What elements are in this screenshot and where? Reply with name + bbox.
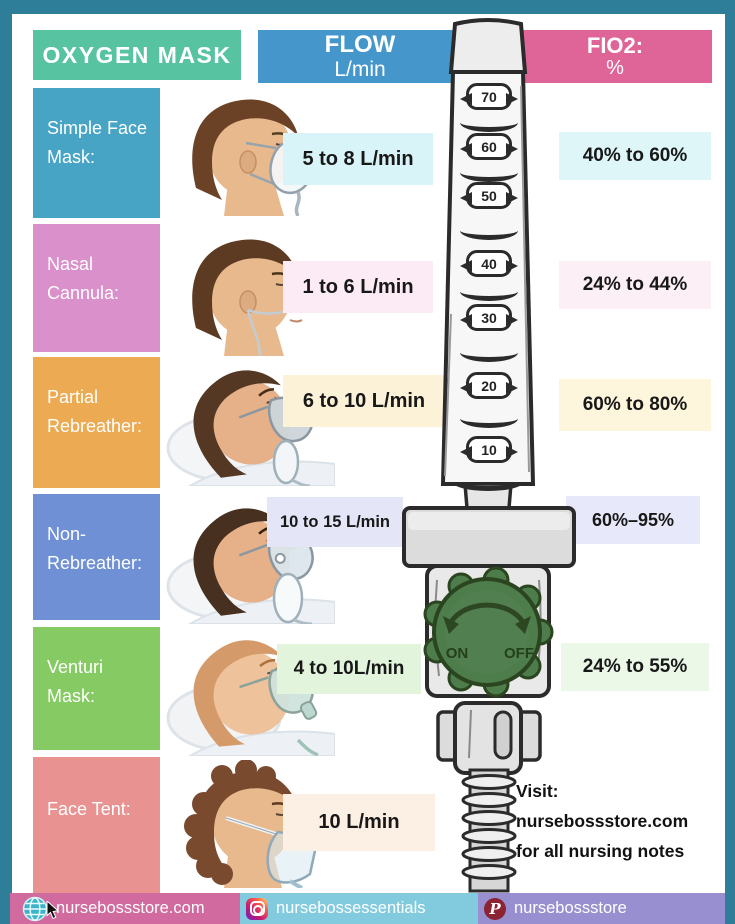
footer-instagram-label: nursebossessentials: [276, 899, 426, 917]
header-fio2-line1: FIO2:: [586, 32, 644, 58]
fio2-value-simple-face-mask: 40% to 60%: [559, 132, 711, 180]
scale-tick: [460, 343, 518, 362]
flow-value-non-rebreather: 10 to 15 L/min: [267, 497, 403, 547]
scale-tick: [460, 113, 518, 132]
flowmeter-cap: [448, 18, 528, 74]
scale-tick: [460, 221, 518, 240]
row-label-face-tent: Face Tent:: [33, 757, 160, 893]
flowmeter-collar: [402, 506, 576, 568]
header-oxygen-mask: OXYGEN MASK: [33, 30, 241, 80]
scale-badge-40: 40: [466, 250, 512, 277]
row-label-partial-rebreather: Partial Rebreather:: [33, 357, 160, 488]
fio2-value-venturi-mask: 24% to 55%: [561, 643, 709, 691]
globe-icon: [22, 896, 48, 921]
visit-note-line3: for all nursing notes: [516, 841, 685, 862]
fio2-value-non-rebreather: 60%–95%: [566, 496, 700, 544]
scale-tick: [460, 282, 518, 301]
footer-pinterest-link[interactable]: P nursebossstore: [478, 893, 725, 924]
row-label-venturi-mask: Venturi Mask:: [33, 627, 160, 750]
header-flow-line1: FLOW: [324, 31, 396, 59]
scale-tick: [460, 163, 518, 182]
header-fio2: FIO2: %: [518, 30, 712, 83]
header-oxygen-mask-label: OXYGEN MASK: [42, 41, 232, 68]
knob-off-label: OFF: [504, 645, 534, 662]
mouse-cursor-icon: [46, 901, 60, 920]
visit-note-line1: Visit:: [516, 781, 559, 801]
row-label-non-rebreather: Non- Rebreather:: [33, 494, 160, 620]
scale-badge-60: 60: [466, 133, 512, 160]
footer-website-label: nursebossstore.com: [56, 899, 205, 917]
border-top: [0, 0, 735, 14]
header-flow-line2: L/min: [334, 57, 386, 81]
flow-value-venturi-mask: 4 to 10L/min: [277, 644, 421, 694]
pinterest-icon: P: [484, 897, 506, 920]
visit-note-line2: nursebossstore.com: [516, 811, 689, 832]
flow-control-knob[interactable]: [423, 566, 554, 698]
oxygen-hose: [468, 768, 510, 893]
fio2-value-partial-rebreather: 60% to 80%: [559, 379, 711, 431]
flowmeter-outlet: [453, 701, 523, 775]
scale-badge-20: 20: [466, 372, 512, 399]
illustration-face-tent: [160, 759, 335, 890]
fio2-value-nasal-cannula: 24% to 44%: [559, 261, 711, 309]
header-flow: FLOW L/min: [258, 30, 462, 83]
flow-value-simple-face-mask: 5 to 8 L/min: [283, 133, 433, 185]
flow-value-face-tent: 10 L/min: [283, 794, 435, 851]
border-left: [0, 0, 12, 924]
footer-website-link[interactable]: nursebossstore.com: [10, 893, 240, 924]
scale-tick: [460, 409, 518, 428]
footer-pinterest-label: nursebossstore: [514, 899, 627, 917]
illustration-partial-rebreather: [160, 358, 336, 488]
instagram-icon: [246, 897, 268, 920]
knob-direction-arrow: [448, 602, 526, 624]
footer-instagram-link[interactable]: nursebossessentials: [240, 893, 478, 924]
visit-note: Visit: nursebossstore.com for all nursin…: [516, 776, 722, 866]
border-right: [725, 0, 735, 924]
tube-bottom-arc: [452, 472, 524, 491]
header-fio2-line2: %: [606, 57, 624, 80]
row-label-simple-face-mask: Simple Face Mask:: [33, 88, 160, 218]
scale-badge-10: 10: [466, 436, 512, 463]
flowmeter-body: [425, 564, 551, 698]
scale-badge-30: 30: [466, 304, 512, 331]
flow-value-nasal-cannula: 1 to 6 L/min: [283, 261, 433, 313]
scale-badge-70: 70: [466, 83, 512, 110]
row-label-nasal-cannula: Nasal Cannula:: [33, 224, 160, 352]
flow-value-partial-rebreather: 6 to 10 L/min: [283, 375, 445, 427]
illustration-venturi-mask: [160, 628, 336, 757]
scale-badge-50: 50: [466, 182, 512, 209]
knob-on-label: ON: [446, 645, 469, 662]
